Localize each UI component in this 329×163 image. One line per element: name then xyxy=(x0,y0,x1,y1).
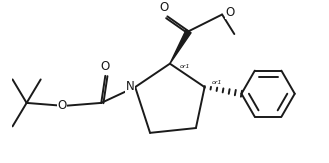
Text: O: O xyxy=(57,99,66,112)
Polygon shape xyxy=(170,30,191,64)
Text: N: N xyxy=(126,80,135,93)
Text: O: O xyxy=(101,60,110,73)
Text: O: O xyxy=(225,6,234,19)
Text: O: O xyxy=(159,1,168,14)
Text: or1: or1 xyxy=(212,80,222,85)
Text: or1: or1 xyxy=(179,64,190,69)
